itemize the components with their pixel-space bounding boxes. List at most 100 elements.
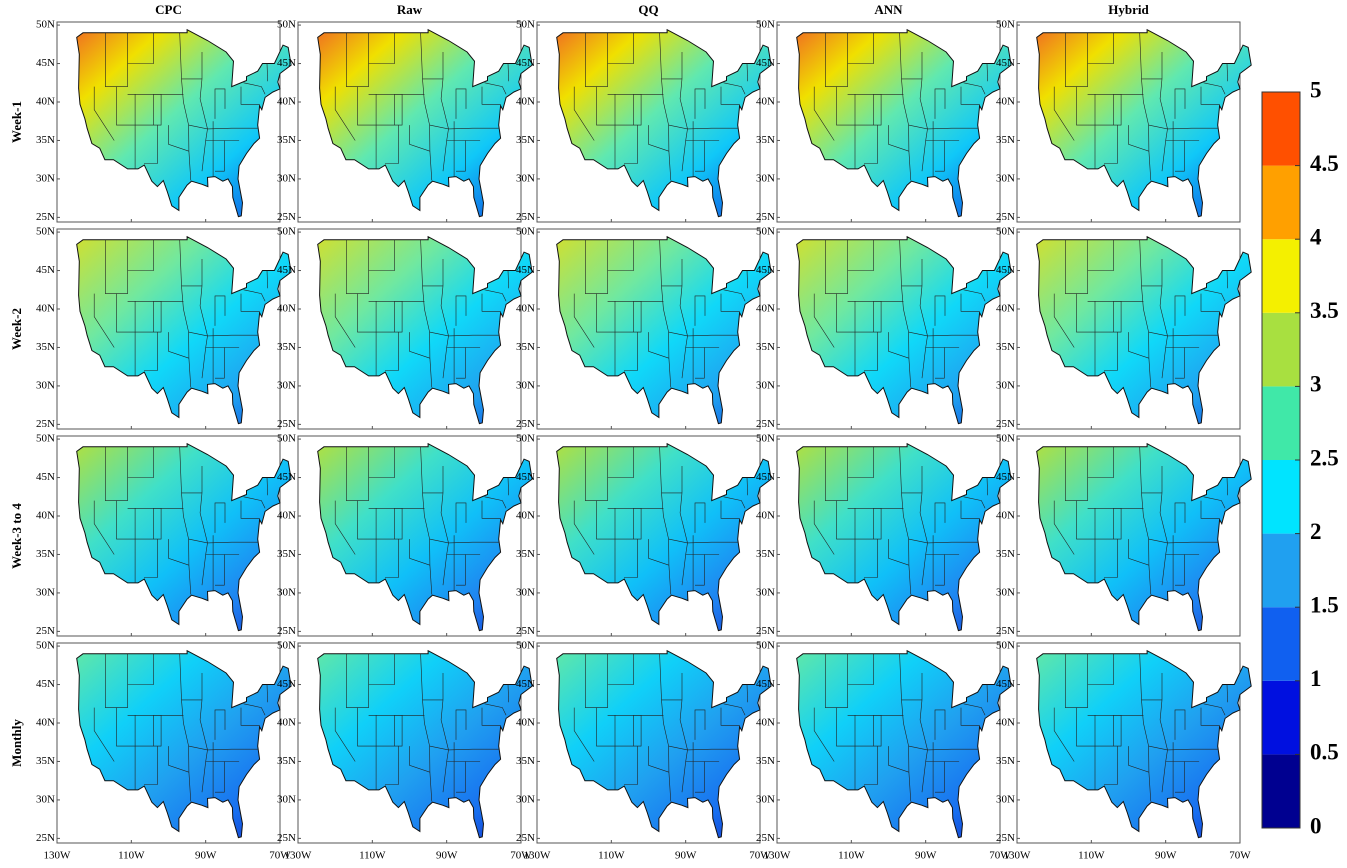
lat-tick-label: 45N [756, 57, 775, 69]
lat-tick-label: 40N [516, 96, 535, 108]
lat-tick-label: 25N [516, 418, 535, 430]
map-panel: 50N45N40N35N30N25N [996, 433, 1251, 637]
lat-tick-label: 50N [277, 19, 296, 31]
row-label: Week-2 [9, 308, 24, 350]
lat-tick-label: 50N [516, 640, 535, 652]
lat-tick-label: 25N [756, 418, 775, 430]
lat-tick-label: 45N [36, 678, 55, 690]
colorbar-bin [1262, 534, 1300, 608]
colorbar-bin [1262, 92, 1300, 166]
lat-tick-label: 35N [277, 341, 296, 353]
lat-tick-label: 40N [277, 717, 296, 729]
lat-tick-label: 25N [516, 625, 535, 637]
lat-tick-label: 30N [756, 379, 775, 391]
lat-tick-label: 45N [277, 678, 296, 690]
colorbar-bin [1262, 754, 1300, 828]
colorbar-bin [1262, 460, 1300, 534]
lat-tick-label: 35N [36, 134, 55, 146]
lat-tick-label: 45N [516, 471, 535, 483]
lat-tick-label: 25N [277, 418, 296, 430]
lat-tick-label: 25N [36, 832, 55, 844]
lat-tick-label: 50N [996, 433, 1015, 445]
map-panel: 50N45N40N35N30N25N130W110W90W70W [756, 640, 1011, 862]
lat-tick-label: 35N [996, 341, 1015, 353]
map-panel: 50N45N40N35N30N25N [516, 226, 771, 430]
column-title: ANN [874, 2, 903, 17]
lat-tick-label: 50N [516, 19, 535, 31]
map-panel: 50N45N40N35N30N25N [516, 19, 771, 223]
lon-tick-label: 110W [118, 850, 145, 862]
lat-tick-label: 40N [36, 303, 55, 315]
lat-tick-label: 50N [756, 226, 775, 238]
lat-tick-label: 50N [996, 226, 1015, 238]
lat-tick-label: 45N [516, 678, 535, 690]
lat-tick-label: 45N [277, 57, 296, 69]
lat-tick-label: 35N [516, 548, 535, 560]
lat-tick-label: 35N [277, 548, 296, 560]
lon-tick-label: 130W [285, 850, 313, 862]
lat-tick-label: 40N [516, 303, 535, 315]
lat-tick-label: 45N [996, 678, 1015, 690]
lat-tick-label: 30N [277, 793, 296, 805]
lat-tick-label: 45N [756, 264, 775, 276]
lat-tick-label: 40N [756, 303, 775, 315]
lat-tick-label: 50N [36, 226, 55, 238]
lat-tick-label: 40N [36, 96, 55, 108]
lat-tick-label: 50N [756, 433, 775, 445]
lat-tick-label: 40N [36, 717, 55, 729]
lat-tick-label: 40N [36, 510, 55, 522]
lat-tick-label: 35N [277, 134, 296, 146]
colorbar-tick-label: 5 [1310, 77, 1322, 102]
lat-tick-label: 50N [516, 433, 535, 445]
lat-tick-label: 35N [756, 134, 775, 146]
lat-tick-label: 50N [996, 640, 1015, 652]
map-panel: 50N45N40N35N30N25N130W110W90W70W [996, 640, 1251, 862]
colorbar-tick-label: 1 [1310, 666, 1322, 691]
map-panel: 50N45N40N35N30N25N [36, 226, 291, 430]
lon-tick-label: 110W [359, 850, 386, 862]
lat-tick-label: 45N [36, 57, 55, 69]
colorbar-bin [1262, 313, 1300, 387]
lat-tick-label: 40N [996, 717, 1015, 729]
colorbar-tick-label: 2.5 [1310, 445, 1339, 470]
lat-tick-label: 40N [756, 96, 775, 108]
colorbar-bin [1262, 166, 1300, 240]
column-title: CPC [155, 2, 182, 17]
lat-tick-label: 30N [277, 379, 296, 391]
lon-tick-label: 110W [1078, 850, 1105, 862]
lat-tick-label: 30N [36, 379, 55, 391]
lat-tick-label: 40N [756, 510, 775, 522]
map-panel: 50N45N40N35N30N25N [756, 226, 1011, 430]
lat-tick-label: 45N [996, 57, 1015, 69]
lat-tick-label: 40N [516, 717, 535, 729]
lat-tick-label: 50N [36, 433, 55, 445]
lon-tick-label: 130W [524, 850, 552, 862]
lat-tick-label: 25N [756, 211, 775, 223]
lat-tick-label: 40N [996, 303, 1015, 315]
map-panel: 50N45N40N35N30N25N130W110W90W70W [516, 640, 771, 862]
lon-tick-label: 90W [436, 850, 458, 862]
row-label: Week-1 [9, 101, 24, 143]
lat-tick-label: 30N [36, 793, 55, 805]
lat-tick-label: 30N [516, 586, 535, 598]
lat-tick-label: 30N [36, 586, 55, 598]
lat-tick-label: 35N [516, 341, 535, 353]
map-panel: 50N45N40N35N30N25N [996, 226, 1251, 430]
colorbar-tick-label: 0 [1310, 813, 1322, 838]
lat-tick-label: 40N [277, 96, 296, 108]
lat-tick-label: 45N [996, 264, 1015, 276]
lat-tick-label: 25N [36, 625, 55, 637]
lon-tick-label: 130W [44, 850, 72, 862]
colorbar-bin [1262, 239, 1300, 313]
lat-tick-label: 30N [756, 586, 775, 598]
lon-tick-label: 90W [1155, 850, 1177, 862]
lat-tick-label: 35N [516, 134, 535, 146]
colorbar-tick-label: 3.5 [1310, 298, 1339, 323]
map-panel: 50N45N40N35N30N25N [277, 19, 532, 223]
lat-tick-label: 25N [996, 625, 1015, 637]
lat-tick-label: 45N [996, 471, 1015, 483]
lon-tick-label: 130W [1004, 850, 1032, 862]
lat-tick-label: 25N [277, 211, 296, 223]
map-panel: 50N45N40N35N30N25N [756, 433, 1011, 637]
